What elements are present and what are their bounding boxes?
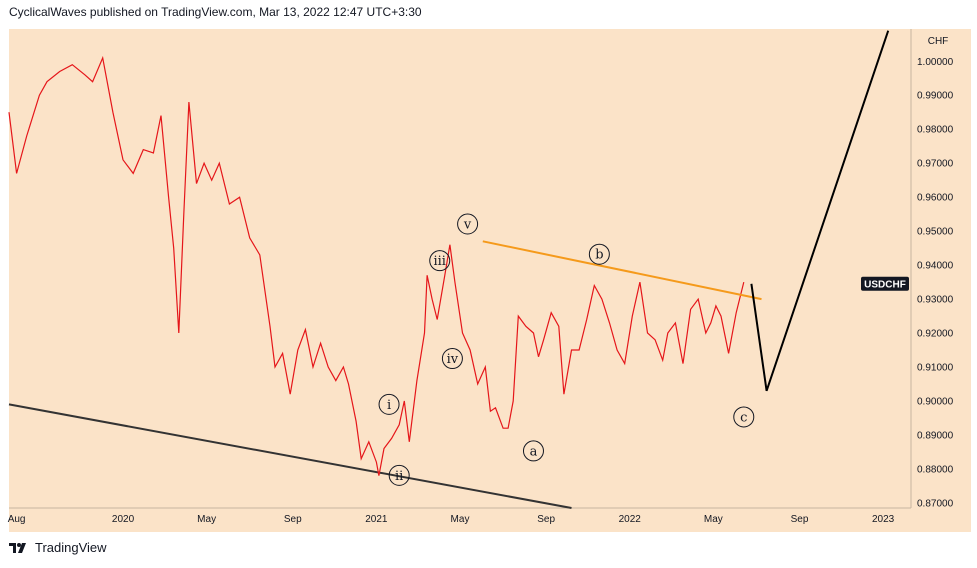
y-axis-ticks: 0.87000 0.88000 0.89000 0.90000 0.91000 0.920…	[917, 57, 954, 510]
currency-label: CHF	[928, 36, 949, 47]
y-tick-label: 0.98000	[917, 125, 954, 136]
y-tick-label: 0.93000	[917, 295, 954, 306]
y-tick-label: 0.97000	[917, 159, 954, 170]
x-tick-label: May	[197, 514, 216, 525]
x-tick-label: Sep	[284, 514, 302, 525]
x-tick-label: Sep	[791, 514, 809, 525]
last-price-text: USDCHF	[864, 279, 906, 290]
wave-label-text: i	[387, 398, 391, 413]
x-tick-label: Aug	[8, 514, 26, 525]
time-axis-background	[9, 508, 971, 532]
price-axis-background	[911, 29, 971, 508]
y-tick-label: 0.96000	[917, 193, 954, 204]
x-tick-label: 2022	[619, 514, 642, 525]
wave-label-text: c	[740, 410, 747, 425]
publisher-header: CyclicalWaves published on TradingView.c…	[9, 5, 422, 19]
x-tick-label: May	[451, 514, 470, 525]
y-tick-label: 0.94000	[917, 261, 954, 272]
projection-path	[750, 30, 890, 392]
wave-label-text: iv	[447, 352, 459, 367]
resistance-trendline	[482, 240, 762, 301]
wave-label-text: v	[463, 217, 472, 232]
last-price-label: USDCHF	[861, 276, 909, 291]
channel-trendline	[8, 403, 572, 509]
y-tick-label: 0.95000	[917, 227, 954, 238]
wave-label-circle	[429, 250, 451, 272]
x-tick-label: 2023	[872, 514, 895, 525]
x-axis-ticks: Aug 2020 May Sep 2021 May Sep 2022 May Sep 2023	[8, 514, 895, 525]
wave-label-circle	[388, 464, 410, 486]
tradingview-brand: TradingView	[35, 540, 107, 555]
footer-brand: TradingView	[9, 540, 107, 555]
wave-label-text: a	[530, 444, 538, 459]
chart-background	[9, 29, 911, 508]
wave-label-text: iii	[433, 254, 445, 269]
y-tick-label: 1.00000	[917, 57, 954, 68]
x-tick-label: Sep	[537, 514, 555, 525]
wave-label-text: ii	[395, 469, 403, 484]
wave-label-text: b	[595, 248, 603, 263]
last-price-badge	[861, 276, 909, 291]
x-tick-label: May	[704, 514, 723, 525]
x-tick-label: 2021	[365, 514, 388, 525]
y-tick-label: 0.90000	[917, 396, 954, 407]
y-tick-label: 0.91000	[917, 363, 954, 374]
wave-label-circle	[588, 243, 610, 265]
y-tick-label: 0.99000	[917, 91, 954, 102]
y-tick-label: 0.89000	[917, 430, 954, 441]
wave-label-circle	[378, 393, 400, 415]
wave-label-circle	[733, 406, 755, 428]
publisher-text: CyclicalWaves published on TradingView.c…	[9, 5, 422, 19]
wave-label-circle	[457, 213, 479, 235]
wave-label-circle	[522, 440, 544, 462]
x-tick-label: 2020	[112, 514, 135, 525]
price-series-line	[8, 55, 745, 476]
wave-label-circle	[441, 348, 463, 370]
y-tick-label: 0.88000	[917, 464, 954, 475]
y-tick-label: 0.92000	[917, 329, 954, 340]
tradingview-logo-icon	[9, 542, 26, 553]
y-tick-label: 0.87000	[917, 498, 954, 509]
